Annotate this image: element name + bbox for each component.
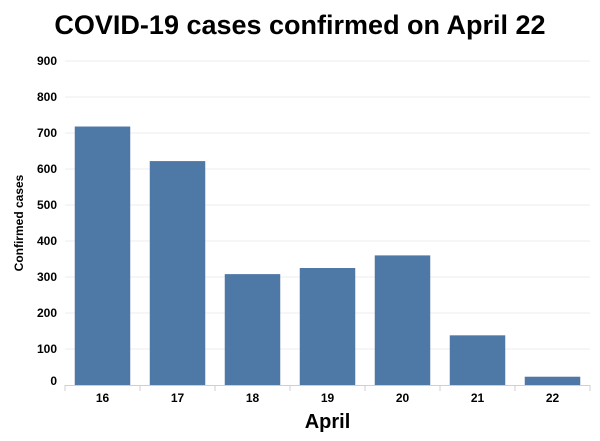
y-tick-label: 100 bbox=[37, 342, 57, 356]
x-tick-label: 17 bbox=[171, 391, 185, 405]
x-tick-label: 21 bbox=[471, 391, 485, 405]
bar-16 bbox=[74, 126, 131, 386]
y-tick-label: 500 bbox=[37, 198, 57, 212]
axes bbox=[64, 385, 591, 391]
x-tick-label: 19 bbox=[321, 391, 335, 405]
bar-19 bbox=[299, 268, 356, 385]
y-tick-label: 0 bbox=[50, 374, 57, 388]
x-tick-label: 22 bbox=[546, 391, 560, 405]
x-tick-labels: 16 17 18 19 20 21 22 bbox=[96, 391, 560, 405]
y-tick-label: 300 bbox=[37, 270, 57, 284]
bar-22 bbox=[524, 376, 581, 385]
y-axis-title: Confirmed cases bbox=[12, 174, 26, 271]
bar-17 bbox=[149, 161, 206, 385]
y-tick-label: 800 bbox=[37, 90, 57, 104]
x-tick-label: 18 bbox=[246, 391, 260, 405]
chart-title: COVID-19 cases confirmed on April 22 bbox=[54, 10, 546, 40]
y-tick-labels: 0 100 200 300 400 500 600 700 800 900 bbox=[37, 54, 57, 388]
y-tick-label: 600 bbox=[37, 162, 57, 176]
bar-18 bbox=[224, 274, 281, 385]
bar-21 bbox=[449, 335, 506, 385]
x-axis-title: April bbox=[305, 411, 351, 433]
y-tick-label: 200 bbox=[37, 306, 57, 320]
y-tick-label: 400 bbox=[37, 234, 57, 248]
bar-20 bbox=[374, 255, 431, 385]
y-tick-label: 700 bbox=[37, 126, 57, 140]
bars bbox=[74, 126, 581, 386]
x-tick-label: 16 bbox=[96, 391, 110, 405]
x-tick-label: 20 bbox=[396, 391, 410, 405]
y-tick-label: 900 bbox=[37, 54, 57, 68]
